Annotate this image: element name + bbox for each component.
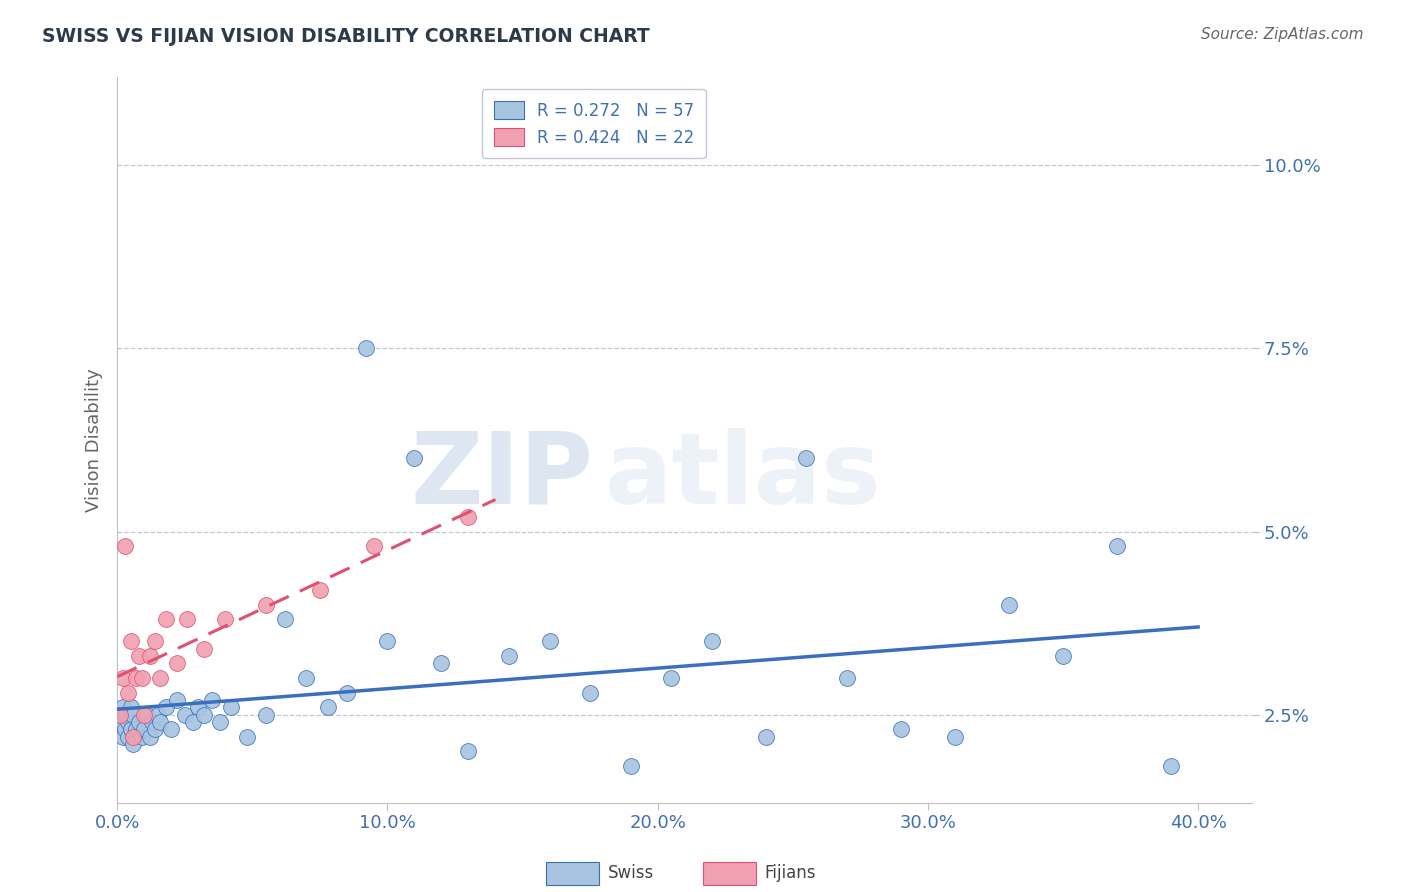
Point — [363, 539, 385, 553]
Point — [166, 693, 188, 707]
Point — [108, 707, 131, 722]
Point — [125, 671, 148, 685]
Point — [457, 510, 479, 524]
Point — [128, 649, 150, 664]
Point — [193, 707, 215, 722]
Point — [173, 707, 195, 722]
Point — [404, 451, 426, 466]
Point — [579, 686, 602, 700]
Point — [160, 723, 183, 737]
Point — [143, 723, 166, 737]
Point — [890, 723, 912, 737]
Point — [430, 657, 453, 671]
Point — [122, 730, 145, 744]
Point — [219, 700, 242, 714]
Point — [134, 723, 156, 737]
Point — [120, 723, 142, 737]
Point — [538, 634, 561, 648]
Point — [117, 686, 139, 700]
Point — [457, 744, 479, 758]
Text: atlas: atlas — [605, 428, 882, 524]
Point — [146, 707, 169, 722]
Point — [835, 671, 858, 685]
Point — [135, 707, 157, 722]
Point — [117, 714, 139, 729]
Point — [1160, 759, 1182, 773]
Point — [498, 649, 520, 664]
Point — [700, 634, 723, 648]
Point — [377, 634, 399, 648]
Point — [122, 707, 145, 722]
Point — [141, 714, 163, 729]
Point — [176, 612, 198, 626]
Point — [149, 671, 172, 685]
Point — [114, 707, 136, 722]
Point — [149, 714, 172, 729]
Text: Fijians: Fijians — [765, 864, 817, 882]
Point — [794, 451, 817, 466]
Point — [254, 707, 277, 722]
Point — [114, 723, 136, 737]
Legend: R = 0.272   N = 57, R = 0.424   N = 22: R = 0.272 N = 57, R = 0.424 N = 22 — [482, 89, 706, 159]
Point — [620, 759, 643, 773]
Point — [155, 612, 177, 626]
Point — [295, 671, 318, 685]
Point — [336, 686, 359, 700]
Point — [166, 657, 188, 671]
Point — [998, 598, 1021, 612]
Point — [131, 671, 153, 685]
Point — [1052, 649, 1074, 664]
Point — [208, 714, 231, 729]
Point — [122, 737, 145, 751]
Point — [120, 700, 142, 714]
Point — [274, 612, 297, 626]
Y-axis label: Vision Disability: Vision Disability — [86, 368, 103, 512]
Point — [131, 730, 153, 744]
Point — [138, 649, 160, 664]
Point — [943, 730, 966, 744]
Point — [117, 730, 139, 744]
Point — [134, 707, 156, 722]
Text: ZIP: ZIP — [411, 428, 593, 524]
Point — [111, 671, 134, 685]
Point — [128, 714, 150, 729]
Point — [111, 730, 134, 744]
Text: Swiss: Swiss — [607, 864, 654, 882]
Point — [308, 583, 330, 598]
Point — [214, 612, 236, 626]
Point — [138, 730, 160, 744]
Text: SWISS VS FIJIAN VISION DISABILITY CORRELATION CHART: SWISS VS FIJIAN VISION DISABILITY CORREL… — [42, 27, 650, 45]
Point — [125, 723, 148, 737]
Point — [201, 693, 224, 707]
Point — [181, 714, 204, 729]
Point — [659, 671, 682, 685]
Point — [120, 634, 142, 648]
Point — [254, 598, 277, 612]
Point — [316, 700, 339, 714]
Point — [108, 707, 131, 722]
Point — [114, 539, 136, 553]
Point — [193, 641, 215, 656]
Point — [1105, 539, 1128, 553]
Point — [236, 730, 259, 744]
Point — [755, 730, 778, 744]
Point — [187, 700, 209, 714]
Point — [111, 700, 134, 714]
Point — [354, 342, 377, 356]
Point — [155, 700, 177, 714]
Text: Source: ZipAtlas.com: Source: ZipAtlas.com — [1201, 27, 1364, 42]
Point — [143, 634, 166, 648]
